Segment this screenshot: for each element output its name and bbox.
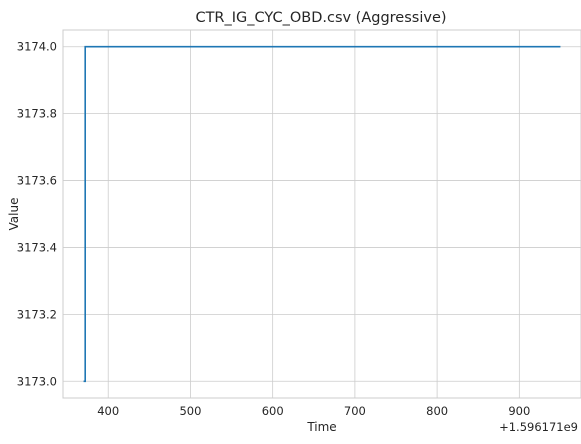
y-tick-label: 3173.6 bbox=[17, 174, 57, 188]
x-tick-labels: 400 500 600 700 800 900 bbox=[97, 404, 530, 418]
y-tick-label: 3174.0 bbox=[17, 40, 57, 54]
y-tick-labels: 3173.0 3173.2 3173.4 3173.6 3173.8 3174.0 bbox=[17, 40, 57, 389]
x-tick-label: 900 bbox=[508, 404, 530, 418]
series-line bbox=[83, 45, 561, 383]
y-tick-label: 3173.4 bbox=[17, 240, 57, 254]
x-tick-label: 800 bbox=[426, 404, 448, 418]
x-offset-label: +1.596171e9 bbox=[499, 420, 578, 434]
x-tick-label: 400 bbox=[97, 404, 119, 418]
y-tick-label: 3173.2 bbox=[17, 307, 57, 321]
chart-title: CTR_IG_CYC_OBD.csv (Aggressive) bbox=[195, 10, 446, 26]
x-tick-label: 600 bbox=[262, 404, 284, 418]
y-tick-label: 3173.8 bbox=[17, 107, 57, 121]
plot-area-frame bbox=[62, 29, 581, 399]
x-axis-label: Time bbox=[306, 420, 336, 434]
x-tick-label: 700 bbox=[344, 404, 366, 418]
y-axis-label: Value bbox=[7, 198, 21, 231]
y-tick-label: 3173.0 bbox=[17, 374, 57, 388]
series-group bbox=[83, 45, 561, 383]
x-tick-label: 500 bbox=[179, 404, 201, 418]
grid bbox=[63, 30, 581, 398]
